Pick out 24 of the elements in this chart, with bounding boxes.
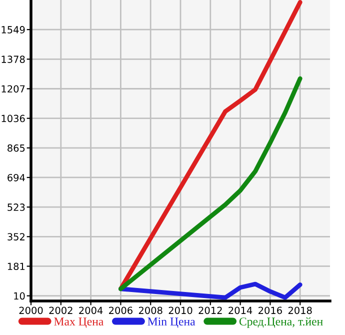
legend-label: Min Цена	[148, 318, 196, 328]
x-tick-label: 2014	[228, 306, 252, 314]
y-tick-label: 181	[8, 262, 25, 270]
y-tick-label: 523	[8, 204, 25, 211]
y-tick-label: 865	[8, 144, 25, 152]
x-tick-label: 2008	[138, 306, 162, 314]
x-tick-label: 2010	[168, 306, 192, 314]
legend-label: Сред.Цена, т.йен	[239, 317, 323, 328]
y-tick-label: 1207	[2, 85, 25, 93]
x-tick-label: 2004	[79, 306, 103, 314]
y-tick-label: 694	[8, 174, 25, 182]
legend-label: Max Цена	[54, 318, 104, 328]
x-tick-label: 2012	[198, 306, 222, 314]
y-tick-label: 10	[14, 292, 25, 300]
x-tick-label: 2016	[258, 306, 282, 314]
y-tick-label: 1549	[2, 26, 25, 34]
y-tick-label: 352	[8, 233, 24, 240]
line-series	[118, 76, 302, 292]
x-tick-label: 2002	[49, 306, 72, 314]
y-tick-label: 1036	[2, 114, 25, 122]
x-tick-label: 2006	[109, 306, 132, 314]
y-tick-label: 1378	[2, 56, 25, 63]
x-tick-label: 2000	[19, 306, 43, 314]
x-tick-label: 2018	[288, 306, 312, 314]
